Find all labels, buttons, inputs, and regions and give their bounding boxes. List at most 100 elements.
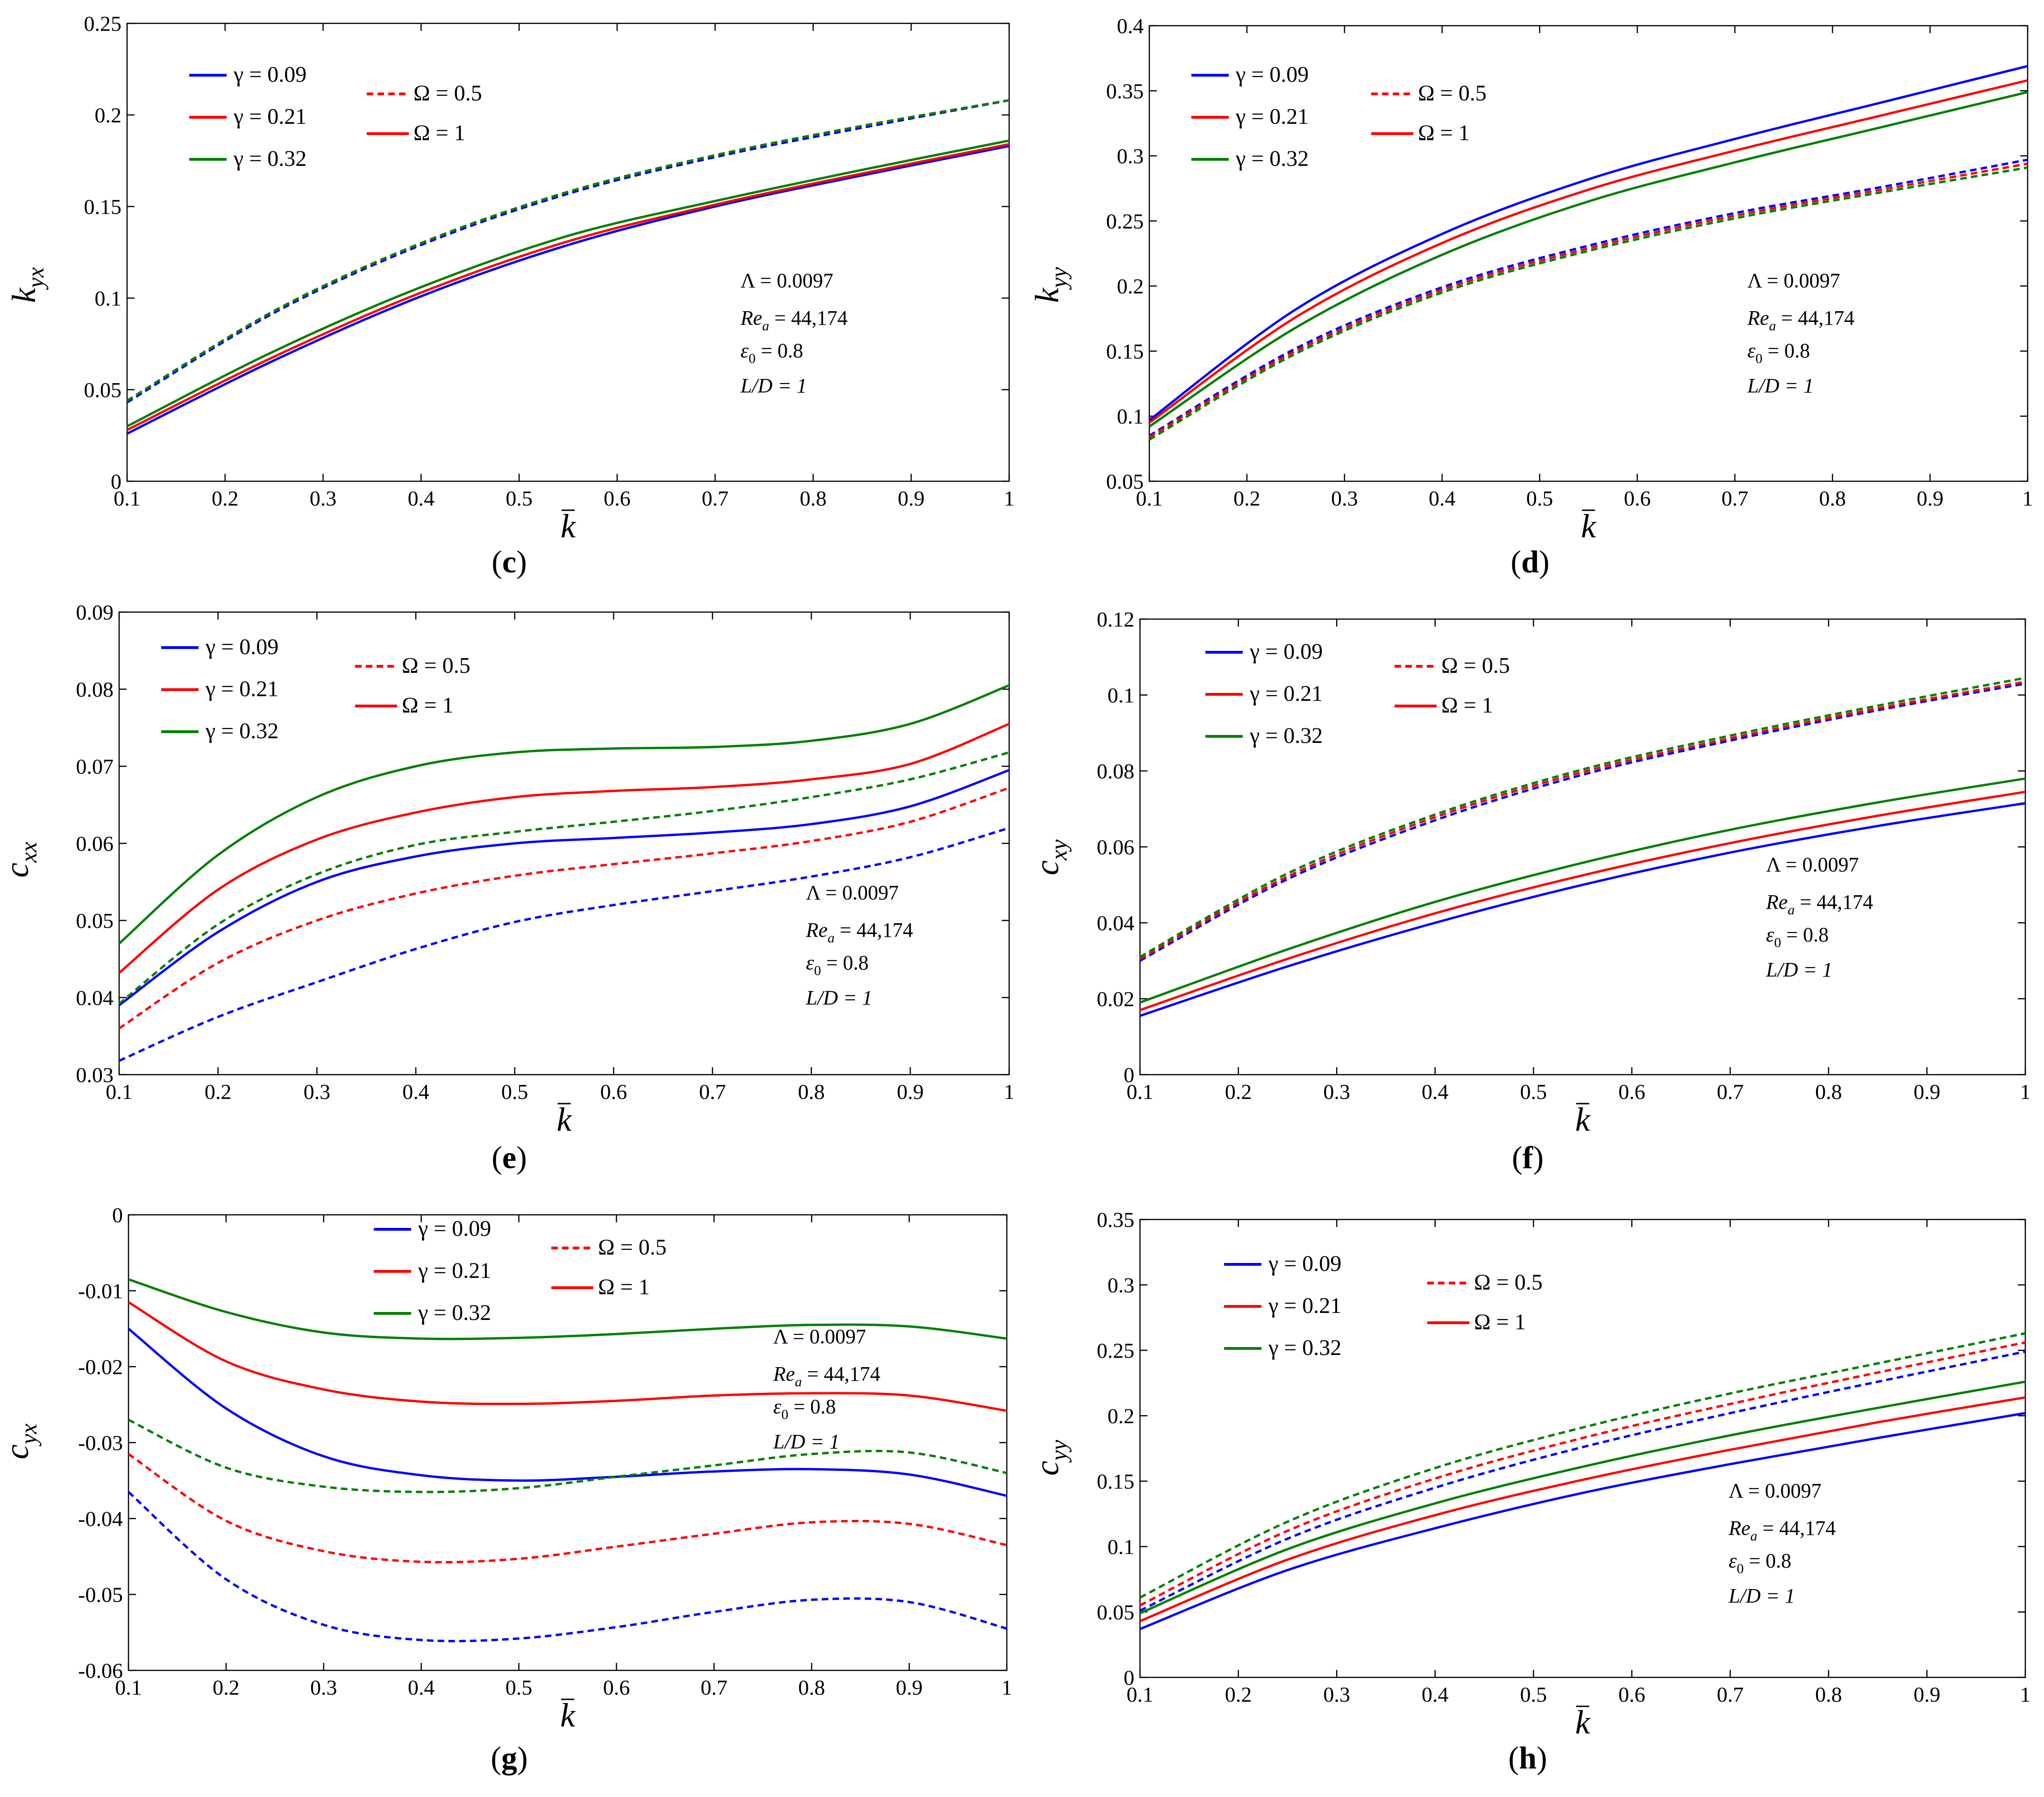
x-axis-label: k	[1581, 507, 1597, 545]
x-tick-label: 0.2	[213, 1676, 240, 1699]
legend-label: γ = 0.32	[233, 146, 306, 171]
annotation-rea: Rea = 44,174	[805, 919, 913, 946]
y-tick-label: -0.01	[78, 1279, 123, 1303]
annotation-eps: ε0 = 0.8	[741, 339, 803, 366]
chart-d: 0.1 0.2 0.3 0.4 0.5 0.6 0.7 0.8 0.9 10.050.10.150…	[1028, 14, 2033, 579]
legend-label: Ω = 0.5	[1474, 1270, 1543, 1295]
x-tick-label: 0.2	[1233, 486, 1261, 510]
y-tick-label: 0.09	[76, 600, 114, 624]
x-tick-label: 0.4	[402, 1080, 429, 1104]
y-tick-label: 0.2	[95, 103, 122, 127]
legend-label: Ω = 0.5	[413, 81, 482, 106]
legend-label: γ = 0.09	[1268, 1251, 1341, 1276]
y-tick-label: -0.05	[78, 1583, 123, 1607]
y-tick-label: 0.15	[1106, 339, 1144, 363]
chart-f: 0.1 0.2 0.3 0.4 0.5 0.6 0.7 0.8 0.9 1 0 0.02 0.04 0.0…	[1028, 607, 2031, 1175]
x-tick-label: 0.6	[603, 1676, 630, 1699]
x-axis-label: k	[1575, 1101, 1591, 1138]
annotation-rea: Rea = 44,174	[1747, 307, 1854, 334]
x-tick-label: 0.8	[1819, 486, 1846, 510]
x-tick-label: 0.3	[310, 486, 337, 510]
y-tick-label: 0.08	[1097, 759, 1135, 783]
series-line	[126, 143, 1010, 431]
plot-frame	[128, 1214, 1008, 1671]
y-tick-label: 0.06	[76, 832, 114, 856]
x-tick-label: 0.5	[501, 1080, 528, 1104]
y-tick-label: 0	[111, 470, 121, 493]
series-line	[128, 1327, 1007, 1497]
series-line	[1140, 777, 2026, 1004]
subfigure-caption: (f)	[1512, 1140, 1544, 1175]
series-line	[1139, 1332, 2026, 1599]
annotation-ld: L/D = 1	[1766, 958, 1832, 981]
x-tick-label: 0.9	[896, 1676, 923, 1699]
series-line	[128, 1419, 1007, 1493]
series-line	[1140, 791, 2026, 1012]
series-line	[1140, 1396, 2026, 1622]
x-tick-label: 0.1	[1126, 1683, 1154, 1706]
x-tick-label: 0.2	[205, 1080, 232, 1104]
subfigure-caption: (d)	[1510, 544, 1549, 579]
x-tick-label: 1	[1002, 1676, 1012, 1699]
y-tick-label: 0.08	[76, 677, 114, 701]
subfigure-caption: (g)	[491, 1740, 527, 1776]
chart-c: 0.1 0.2 0.3 0.4 0.5 0.6 0.7 0.8 0.9 1 0 0.05 0.1 0.15…	[5, 12, 1015, 579]
series-line	[126, 145, 1010, 435]
annotation-ld: L/D = 1	[1728, 1584, 1795, 1607]
series-line	[1139, 1341, 2026, 1607]
y-tick-label: 0.1	[1108, 1535, 1135, 1559]
x-tick-label: 0.7	[1717, 1683, 1744, 1706]
annotation-eps: ε0 = 0.8	[1766, 923, 1829, 950]
annotation-eps: ε0 = 0.8	[1729, 1549, 1791, 1576]
annotation-rea: Rea = 44,174	[740, 307, 848, 334]
legend-label: γ = 0.21	[418, 1258, 491, 1283]
x-tick-label: 0.6	[600, 1080, 627, 1104]
x-tick-label: 1	[2020, 1683, 2031, 1706]
y-tick-label: 0	[1124, 1666, 1134, 1690]
legend-label: γ = 0.09	[418, 1216, 491, 1241]
x-tick-label: 0.9	[1916, 486, 1944, 510]
x-tick-label: 0.9	[897, 1080, 924, 1104]
x-tick-label: 0.2	[1225, 1683, 1252, 1706]
series-line	[1148, 158, 2028, 437]
y-axis-label: kyx	[5, 267, 49, 303]
annotation-eps: ε0 = 0.8	[806, 951, 869, 978]
y-tick-label: 0	[1124, 1063, 1134, 1087]
y-axis-label: cyy	[1028, 1440, 1072, 1476]
x-tick-label: 0.5	[1520, 1080, 1547, 1104]
annotation-eps: ε0 = 0.8	[773, 1395, 836, 1422]
series-line	[1148, 91, 2028, 428]
y-tick-label: 0.1	[95, 286, 122, 310]
y-tick-label: -0.04	[78, 1507, 123, 1531]
series-line	[1148, 64, 2028, 421]
y-tick-label: 0.03	[76, 1063, 114, 1087]
y-tick-label: 0.04	[76, 986, 114, 1010]
legend-label: Ω = 1	[413, 121, 465, 145]
x-tick-label: 0.3	[304, 1080, 331, 1104]
x-tick-label: 0.7	[1722, 486, 1749, 510]
y-axis-label: kyy	[1028, 267, 1072, 303]
subfigure-caption: (h)	[1508, 1740, 1547, 1776]
y-tick-label: 0.04	[1097, 911, 1135, 935]
annotation-lambda: Λ = 0.0097	[1766, 853, 1859, 876]
y-tick-label: 0.05	[84, 378, 122, 402]
y-tick-label: 0.07	[76, 755, 114, 778]
x-axis-label: k	[557, 1101, 573, 1138]
series-line	[1140, 1412, 2026, 1630]
legend-label: γ = 0.32	[205, 719, 278, 743]
x-tick-label: 0.5	[506, 1676, 533, 1699]
legend-label: Ω = 1	[402, 693, 454, 718]
chart-e: 0.1 0.2 0.3 0.4 0.5 0.6 0.7 0.8 0.9 1 0.03 0.04 0.05…	[0, 600, 1015, 1175]
series-line	[1139, 1350, 2026, 1612]
x-tick-label: 0.8	[1815, 1683, 1842, 1706]
y-tick-label: 0.35	[1097, 1208, 1135, 1232]
y-tick-label: 0.05	[76, 909, 114, 933]
x-tick-label: 0.6	[1624, 486, 1651, 510]
y-axis-label: cyx	[0, 1424, 42, 1459]
legend-label: γ = 0.32	[1235, 146, 1309, 171]
series-line	[118, 827, 1010, 1062]
series-line	[128, 1453, 1007, 1563]
x-tick-label: 0.4	[408, 486, 435, 510]
legend-label: γ = 0.32	[1268, 1335, 1341, 1360]
